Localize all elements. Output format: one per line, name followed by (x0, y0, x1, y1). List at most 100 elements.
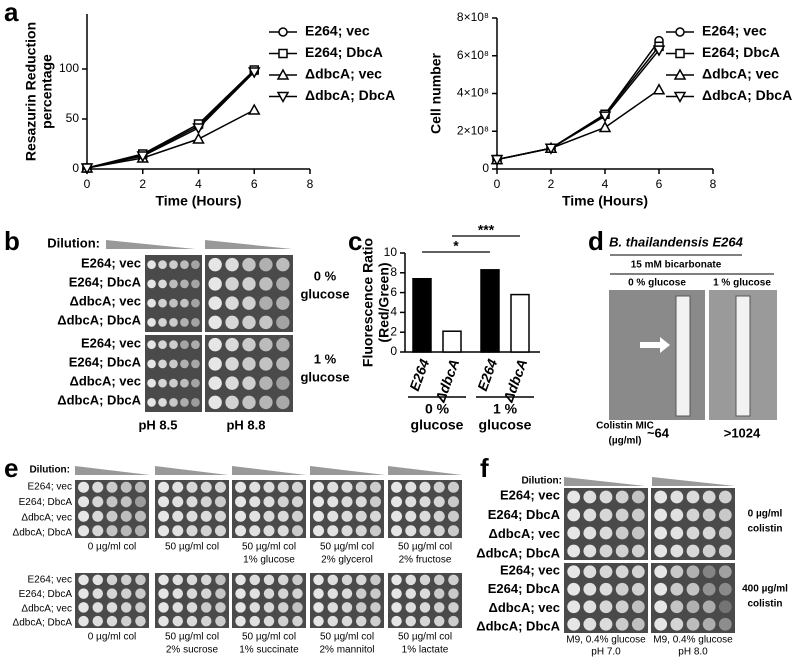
plate-caption: pH 7.0 (591, 647, 621, 657)
colony (654, 544, 668, 558)
mic-label: (µg/ml) (609, 436, 642, 447)
plate-caption: 50 µg/ml col (165, 632, 219, 643)
y-tick-label: 4 (390, 305, 397, 319)
colony (292, 588, 303, 599)
colony (405, 525, 417, 537)
colony (158, 359, 167, 369)
colony (158, 615, 169, 627)
colony (448, 602, 459, 613)
colony (200, 496, 212, 508)
colony (147, 318, 156, 327)
plate-caption: 50 µg/ml col (320, 542, 374, 553)
colony (405, 615, 416, 627)
dilution-label: Dilution: (29, 465, 70, 476)
colony (313, 525, 325, 537)
colony (276, 395, 290, 410)
strain-label: E264; vec (500, 562, 560, 577)
colony (599, 490, 613, 504)
colony (214, 510, 226, 522)
legend-label: ΔdbcA; DbcA (702, 87, 792, 103)
column-label: 1 % glucose (713, 278, 771, 289)
colony (327, 496, 339, 508)
strain-label: ΔdbcA; vec (489, 600, 560, 615)
colony (341, 602, 353, 613)
colony (186, 496, 198, 508)
colony (567, 508, 581, 522)
plate-caption: M9, 0.4% glucose (566, 635, 646, 646)
colony (615, 490, 629, 504)
colony (369, 510, 381, 522)
colony (263, 602, 275, 613)
colony (686, 490, 700, 504)
colony (186, 588, 198, 599)
colony (158, 602, 169, 613)
colony (191, 298, 200, 308)
marker (192, 132, 205, 144)
colony (391, 510, 403, 522)
colony (135, 574, 146, 586)
colony (201, 588, 212, 599)
colony (277, 510, 289, 522)
colony (447, 481, 459, 493)
panel-letter: f (480, 453, 489, 483)
colony (78, 602, 89, 613)
colony (702, 526, 716, 540)
colony (200, 525, 212, 537)
colony (259, 337, 273, 352)
colony (327, 615, 338, 627)
colony (567, 565, 581, 579)
panel-letter: a (4, 0, 19, 27)
dilution-wedge (205, 240, 292, 249)
colony (172, 481, 184, 493)
series-line (86, 71, 255, 169)
y-tick-label: 0 (72, 161, 79, 175)
colony (599, 600, 613, 614)
colony (158, 574, 169, 586)
colony (291, 510, 303, 522)
colony (434, 602, 445, 613)
colony (419, 525, 431, 537)
colony (670, 617, 684, 631)
colony (313, 588, 324, 599)
colony (172, 574, 183, 586)
colony (670, 544, 684, 558)
colony (276, 296, 290, 310)
colony (225, 395, 239, 410)
colony (567, 490, 581, 504)
marker (490, 154, 504, 167)
colony (120, 510, 132, 522)
plate-caption: 2% sucrose (166, 645, 219, 656)
colony (405, 574, 416, 586)
colony (106, 588, 118, 599)
strain-label: ΔdbcA; DbcA (57, 312, 141, 327)
colony (341, 588, 353, 599)
colony (92, 615, 103, 627)
colony (225, 315, 239, 330)
colony (405, 588, 416, 599)
group-label: 0 % (425, 401, 450, 417)
colony (169, 318, 178, 327)
colony (355, 481, 367, 493)
colony (391, 525, 403, 537)
colony (313, 602, 324, 613)
colony (599, 617, 613, 631)
colony (599, 544, 613, 558)
colony (121, 615, 132, 627)
colony (169, 279, 178, 289)
colony (615, 526, 629, 540)
colony (718, 600, 732, 614)
condition-label: 0 µg/ml (748, 509, 783, 520)
colony (158, 525, 170, 537)
plate-caption: 0 µg/ml col (88, 632, 137, 643)
colony (191, 260, 200, 269)
marker (192, 123, 205, 135)
colony (172, 588, 183, 599)
colony (92, 510, 104, 522)
series-line (86, 69, 255, 169)
colony (292, 574, 303, 586)
colony (121, 574, 132, 586)
colony (631, 508, 645, 522)
colony (208, 315, 222, 330)
colony (702, 600, 716, 614)
colony (259, 257, 273, 272)
